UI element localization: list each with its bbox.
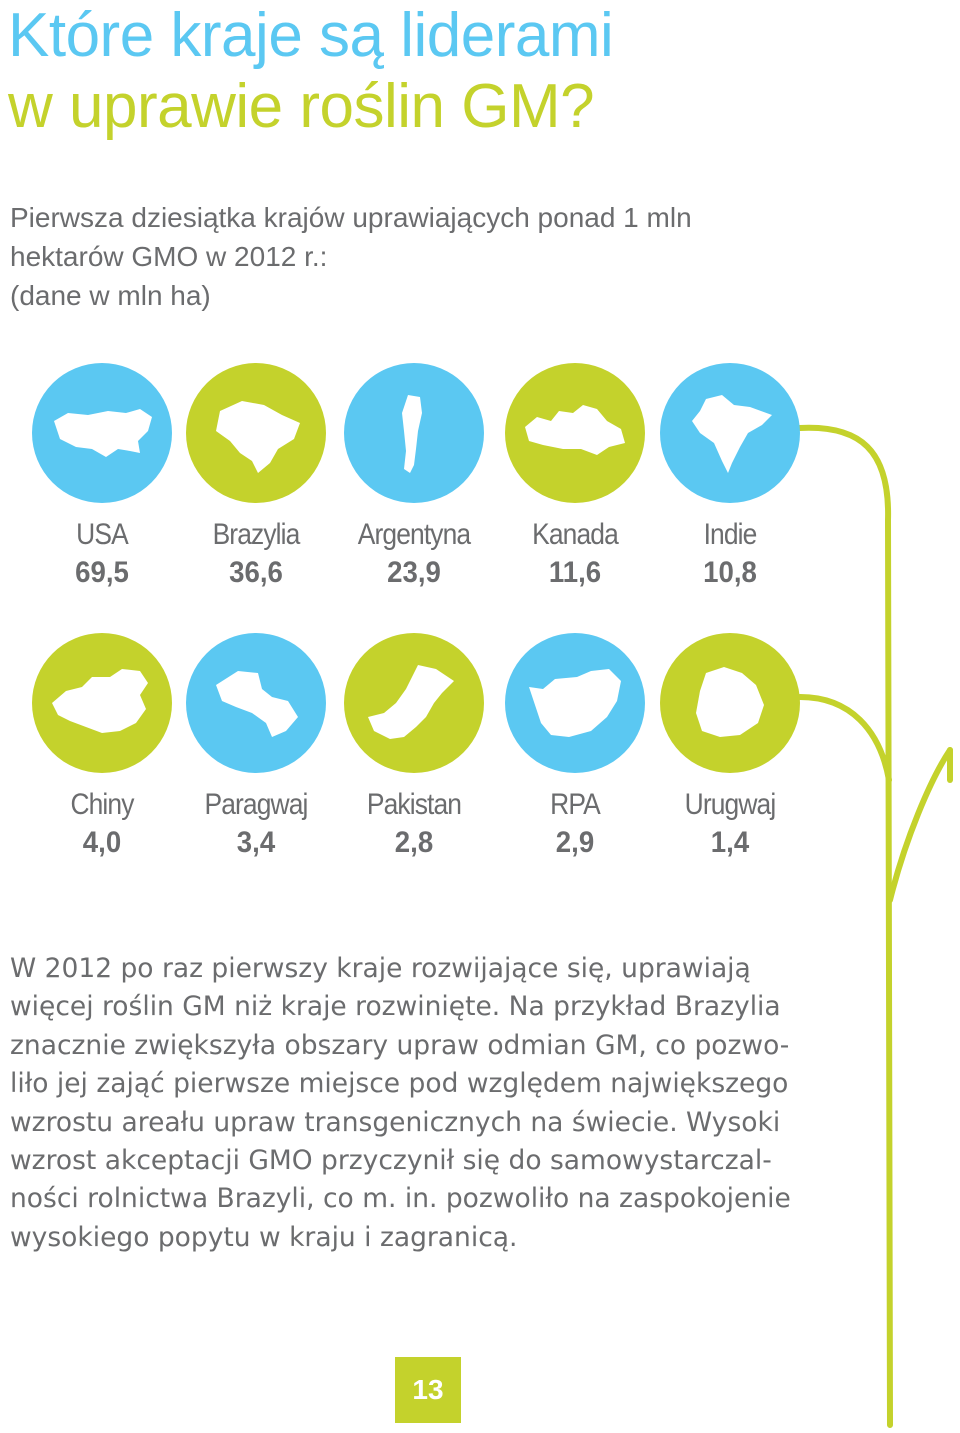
body-line: wzrostu areału upraw transgenicznych na … (10, 1106, 781, 1138)
country-value: 11,6 (548, 556, 602, 589)
country-circle (186, 633, 326, 773)
argentina-map-icon (402, 395, 422, 473)
country-circle (344, 633, 484, 773)
country-value: 1,4 (710, 826, 750, 859)
country-value: 10,8 (703, 556, 757, 589)
country-value: 36,6 (229, 556, 283, 589)
country-tile: Kanada 11,6 (505, 363, 645, 590)
body-line: W 2012 po raz pierwszy kraje rozwijające… (10, 953, 751, 984)
uruguay-map-icon (696, 667, 764, 737)
india-map-icon (692, 395, 772, 473)
body-line: wzrost akceptacji GMO przyczynił się do … (10, 1145, 772, 1177)
country-name: Chiny (70, 788, 134, 821)
page-title: Które kraje są liderami w uprawie roślin… (8, 0, 614, 142)
page-title-line1: Które kraje są liderami (8, 1, 614, 70)
body-line: znacznie zwiększyła obszary upraw odmian… (10, 1029, 790, 1061)
country-value: 2,9 (555, 826, 595, 859)
country-tile: Chiny 4,0 (32, 633, 172, 860)
canada-map-icon (525, 405, 625, 455)
page-number: 13 (395, 1357, 461, 1423)
country-tile: Indie 10,8 (660, 363, 800, 590)
body-line: więcej roślin GM niż kraje rozwinięte. N… (10, 991, 781, 1023)
brazil-map-icon (216, 401, 300, 473)
country-circle (186, 363, 326, 503)
country-tile: RPA 2,9 (505, 633, 645, 860)
china-map-icon (52, 669, 148, 733)
country-name: Pakistan (366, 788, 462, 821)
subtitle-line1: Pierwsza dziesiątka krajów uprawiających… (10, 202, 692, 233)
country-value: 69,5 (75, 556, 129, 589)
country-tile: Argentyna 23,9 (344, 363, 484, 590)
country-value: 4,0 (82, 826, 122, 859)
country-circle (32, 633, 172, 773)
country-name: Indie (703, 518, 758, 551)
country-circle (660, 363, 800, 503)
country-tile: Pakistan 2,8 (344, 633, 484, 860)
country-name: Kanada (532, 518, 619, 551)
country-circle (660, 633, 800, 773)
country-value: 3,4 (236, 826, 276, 859)
country-name: Argentyna (357, 518, 471, 551)
page-title-line2: w uprawie roślin GM? (8, 72, 595, 141)
paraguay-map-icon (216, 671, 298, 737)
pakistan-map-icon (368, 665, 454, 739)
country-value: 23,9 (387, 556, 441, 589)
country-tile: USA 69,5 (32, 363, 172, 590)
country-tile: Urugwaj 1,4 (660, 633, 800, 860)
body-paragraph: W 2012 po raz pierwszy kraje rozwijające… (10, 950, 830, 1257)
country-name: RPA (550, 788, 601, 821)
country-tile: Paragwaj 3,4 (186, 633, 326, 860)
country-value: 2,8 (394, 826, 434, 859)
body-line: wysokiego popytu w kraju i zagranicą. (10, 1221, 518, 1253)
country-circle (32, 363, 172, 503)
usa-map-icon (54, 409, 152, 457)
subtitle-line3: (dane w mln ha) (10, 280, 211, 311)
country-name: Urugwaj (684, 788, 777, 821)
subtitle: Pierwsza dziesiątka krajów uprawiających… (10, 198, 910, 315)
country-tile: Brazylia 36,6 (186, 363, 326, 590)
body-line: ności rolnictwa Brazyli, co m. in. pozwo… (10, 1183, 791, 1215)
country-circle (505, 633, 645, 773)
country-circle (505, 363, 645, 503)
south-africa-map-icon (529, 669, 621, 737)
country-circle (344, 363, 484, 503)
body-line: liło jej zająć pierwsze miejsce pod wzgl… (10, 1068, 789, 1100)
country-name: Paragwaj (204, 788, 308, 821)
country-name: Brazylia (212, 518, 301, 551)
country-name: USA (76, 518, 129, 551)
subtitle-line2: hektarów GMO w 2012 r.: (10, 241, 328, 272)
